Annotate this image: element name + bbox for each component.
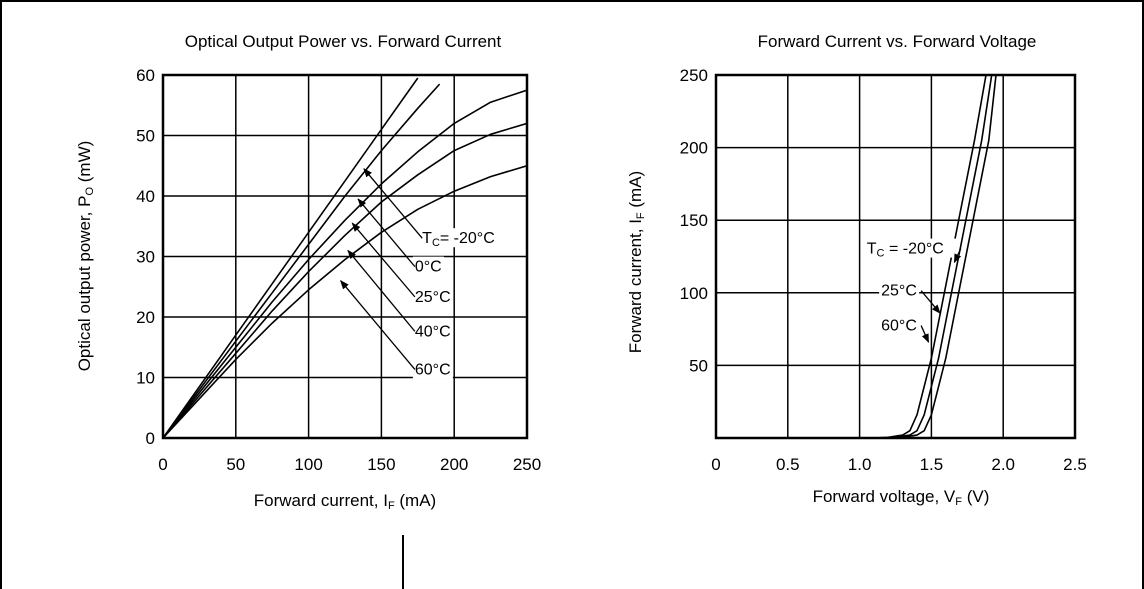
x-axis-label: Forward current, IF (mA) [254, 491, 436, 512]
y-axis-label-part-1: F [635, 212, 647, 219]
y-axis-label-part-2: (mW) [75, 141, 94, 187]
annotation-arrow [351, 222, 416, 298]
series-line [163, 77, 419, 438]
x-axis-label-part-1: F [388, 500, 395, 512]
x-axis-label-part-1: F [955, 496, 962, 508]
annotation-label: 25°C [881, 283, 917, 300]
x-axis-label: Forward voltage, VF (V) [813, 487, 990, 508]
annotation-label-part-1: C [432, 237, 440, 249]
x-tick-label: 1.5 [920, 455, 944, 474]
annotation-label-part-2: = -20°C [885, 241, 944, 258]
annotation-arrow [920, 325, 930, 343]
y-tick-label: 200 [680, 139, 708, 158]
annotation-background [412, 359, 453, 379]
x-tick-label: 2.0 [991, 455, 1015, 474]
series-line [163, 89, 527, 438]
annotation-arrow [347, 249, 416, 332]
x-axis-label-part-2: (mA) [395, 491, 437, 510]
series-line [163, 122, 527, 438]
annotation-label-part-2: = -20°C [440, 230, 495, 247]
annotation-label-part-0: 25°C [415, 289, 451, 306]
annotation-label: 60°C [415, 361, 451, 378]
y-tick-label: 20 [136, 308, 155, 327]
annotation-label: 60°C [881, 318, 917, 335]
y-tick-label: 250 [680, 66, 708, 85]
annotation-background [412, 256, 444, 276]
y-tick-label: 10 [136, 369, 155, 388]
forward-current-chart: Forward Current vs. Forward Voltage 0 0.5 1… [626, 32, 1087, 508]
y-tick-label: 50 [689, 356, 708, 375]
y-tick-label: 50 [136, 127, 155, 146]
y-axis-label-part-2: (mA) [626, 171, 645, 213]
annotation-arrow [363, 168, 423, 239]
chart-title: Optical Output Power vs. Forward Current [185, 32, 502, 51]
x-tick-label: 200 [440, 455, 468, 474]
annotation-arrow [340, 280, 416, 370]
annotation-label-part-1: C [877, 248, 885, 260]
y-tick-label: 30 [136, 248, 155, 267]
annotation-background [864, 238, 959, 258]
output-power-chart: Optical Output Power vs. Forward Current… [75, 32, 541, 512]
annotation-label-part-0: 25°C [881, 283, 917, 300]
annotation-background [420, 228, 506, 248]
y-tick-label: 60 [136, 66, 155, 85]
x-axis-label-part-2: (V) [962, 487, 989, 506]
x-tick-label: 0.5 [776, 455, 800, 474]
annotation-background [412, 321, 453, 341]
x-tick-label: 250 [513, 455, 541, 474]
plot-frame [161, 73, 529, 440]
x-tick-label: 150 [367, 455, 395, 474]
annotation-arrow [953, 248, 962, 264]
annotation-background [879, 280, 920, 300]
annotation-label: TC= -20°C [422, 230, 495, 249]
annotation-label: TC = -20°C [867, 241, 944, 260]
annotation-arrow [920, 290, 941, 314]
x-axis-label-part-0: Forward voltage, V [813, 487, 956, 506]
y-axis-label-part-0: Optical output power, P [75, 196, 94, 372]
y-axis-label-part-1: O [84, 187, 96, 196]
x-axis-label-part-0: Forward current, I [254, 491, 388, 510]
chart-title: Forward Current vs. Forward Voltage [758, 32, 1037, 51]
annotation-label-part-0: T [422, 230, 432, 247]
y-tick-label: 40 [136, 187, 155, 206]
x-tick-label: 0 [711, 455, 720, 474]
annotation-label-part-0: T [867, 241, 877, 258]
y-tick-label: 150 [680, 211, 708, 230]
y-axis-label-part-0: Forward current, I [626, 219, 645, 353]
y-axis-label: Optical output power, PO (mW) [75, 141, 96, 372]
annotation-label-part-0: 0°C [415, 259, 442, 276]
annotation-background [879, 315, 920, 335]
y-tick-label: 0 [146, 429, 155, 448]
y-axis-label: Forward current, IF (mA) [626, 171, 647, 353]
x-tick-label: 50 [226, 455, 245, 474]
annotation-label-part-0: 40°C [415, 323, 451, 340]
annotation-label: 25°C [415, 289, 451, 306]
y-tick-label: 100 [680, 284, 708, 303]
series-line [163, 83, 441, 438]
series-line [716, 75, 987, 438]
annotation-arrow [357, 198, 416, 268]
x-tick-label: 1.0 [848, 455, 872, 474]
annotation-label-part-0: 60°C [881, 318, 917, 335]
annotation-label: 40°C [415, 323, 451, 340]
x-tick-label: 0 [158, 455, 167, 474]
annotation-label: 0°C [415, 259, 442, 276]
x-tick-label: 2.5 [1063, 455, 1087, 474]
annotation-label-part-0: 60°C [415, 361, 451, 378]
annotation-background [412, 286, 453, 306]
x-tick-label: 100 [294, 455, 322, 474]
series-line [163, 165, 527, 438]
